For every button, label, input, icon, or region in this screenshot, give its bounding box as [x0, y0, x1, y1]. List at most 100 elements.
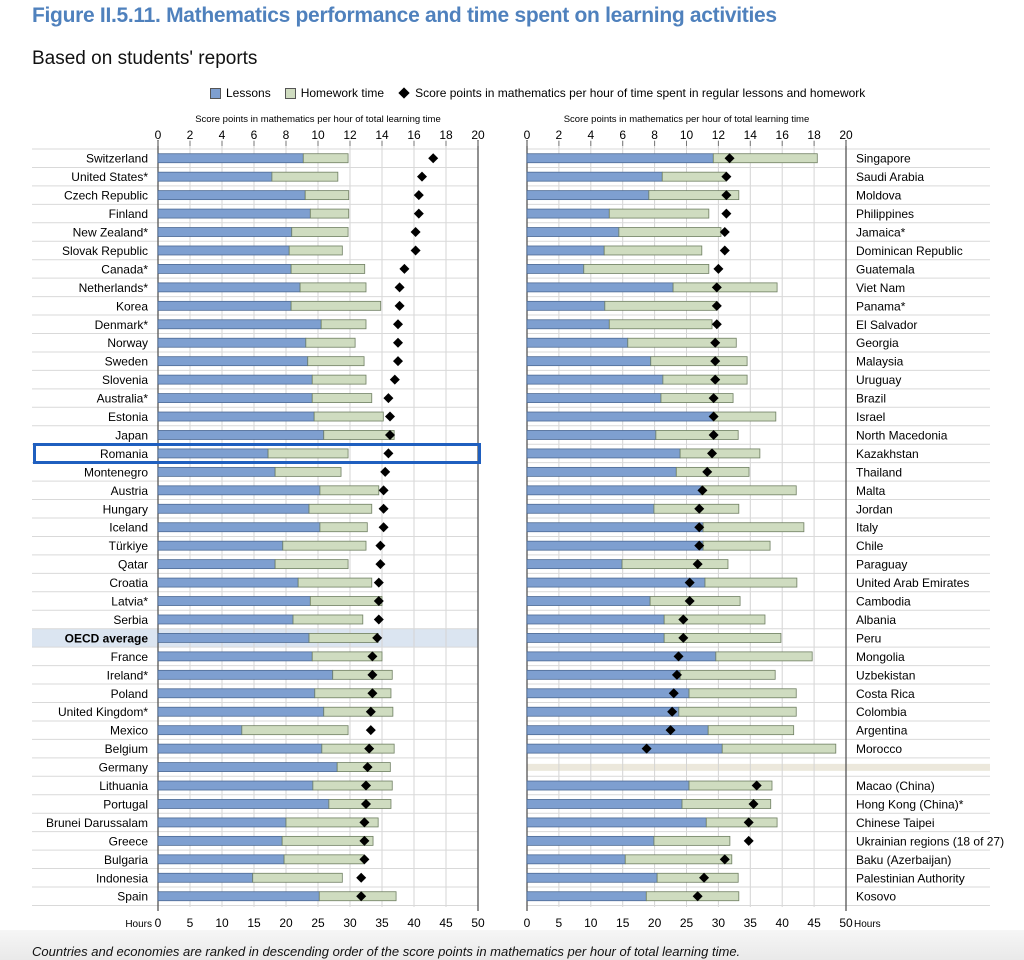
- left-top-tick-label: 2: [187, 128, 194, 142]
- score-diamond: [399, 263, 410, 274]
- bar-lessons: [157, 651, 313, 662]
- bar-homework: [309, 596, 383, 606]
- legend-item-lessons: Lessons: [210, 86, 271, 100]
- bar-lessons: [526, 485, 702, 496]
- score-diamond: [692, 559, 703, 570]
- category-label: El Salvador: [856, 318, 917, 332]
- score-diamond: [394, 282, 405, 293]
- category-label: Philippines: [856, 207, 914, 221]
- score-diamond: [383, 393, 394, 404]
- bar-homework: [704, 577, 798, 588]
- left-top-tick-label: 4: [219, 128, 226, 142]
- bar-lessons: [526, 411, 714, 422]
- left-top-tick-label: 10: [311, 128, 325, 142]
- bar-lessons: [526, 743, 723, 754]
- bar-lessons: [157, 762, 338, 772]
- score-diamond: [367, 688, 378, 699]
- category-label: Georgia: [856, 336, 899, 350]
- right-top-tick-label: 20: [839, 128, 853, 142]
- bar-lessons: [526, 245, 605, 256]
- bar-homework: [604, 300, 718, 311]
- bar-homework: [274, 466, 342, 477]
- bar-lessons: [526, 319, 610, 330]
- bar-homework: [288, 245, 343, 256]
- bar-homework: [679, 448, 761, 459]
- bar-lessons: [526, 227, 620, 237]
- left-bottom-tick-label: 30: [343, 916, 357, 930]
- score-diamond: [678, 632, 689, 643]
- right-bottom-axis-title: Hours: [854, 919, 881, 930]
- bar-lessons: [157, 540, 284, 551]
- bar-lessons: [526, 835, 655, 846]
- category-label: Portugal: [103, 797, 148, 811]
- left-bottom-tick-label: 25: [311, 916, 325, 930]
- category-label: Austria: [111, 484, 149, 498]
- bar-lessons: [157, 706, 325, 717]
- bar-lessons: [526, 208, 610, 219]
- bar-lessons: [526, 466, 677, 477]
- bar-homework: [252, 872, 343, 883]
- bar-homework: [705, 817, 778, 828]
- bar-homework: [712, 411, 777, 422]
- category-label: Qatar: [118, 558, 148, 572]
- bar-homework: [332, 669, 393, 680]
- bar-homework: [281, 835, 374, 846]
- category-label: Bulgaria: [104, 853, 148, 867]
- score-diamond: [394, 300, 405, 311]
- score-diamond: [385, 429, 395, 440]
- category-label: Saudi Arabia: [856, 170, 924, 184]
- category-label: Germany: [99, 761, 148, 775]
- score-diamond: [719, 854, 730, 865]
- category-label: Costa Rica: [856, 687, 915, 701]
- bar-lessons: [526, 688, 690, 699]
- bar-lessons: [157, 153, 304, 164]
- footer-band: [0, 930, 1024, 960]
- category-label: Latvia*: [111, 595, 148, 609]
- score-diamond: [665, 725, 676, 736]
- bar-homework: [305, 337, 356, 348]
- score-diamond: [713, 263, 724, 274]
- bar-lessons: [157, 430, 325, 440]
- bar-lessons: [526, 854, 626, 865]
- bar-homework: [662, 374, 748, 385]
- left-top-tick-label: 14: [375, 128, 389, 142]
- bar-lessons: [157, 559, 276, 570]
- left-bottom-tick-label: 20: [279, 916, 293, 930]
- left-bottom-tick-label: 5: [187, 916, 194, 930]
- category-label: Canada*: [101, 262, 148, 276]
- bar-lessons: [526, 337, 629, 348]
- category-label: Paraguay: [856, 558, 907, 572]
- bar-lessons: [157, 577, 299, 588]
- score-diamond: [699, 872, 710, 883]
- bar-lessons: [157, 688, 316, 699]
- score-diamond: [710, 356, 721, 367]
- score-diamond: [367, 669, 378, 680]
- right-top-tick-label: 16: [776, 128, 790, 142]
- bar-lessons: [157, 891, 320, 902]
- right-bottom-tick-label: 10: [584, 916, 598, 930]
- bar-lessons: [157, 393, 313, 403]
- bar-homework: [292, 614, 364, 625]
- category-label: United States*: [71, 170, 148, 184]
- bar-homework: [663, 633, 782, 643]
- bar-homework: [700, 485, 797, 496]
- score-diamond: [373, 614, 384, 625]
- bar-lessons: [526, 374, 664, 385]
- category-label: Finland: [109, 207, 148, 221]
- bar-homework: [645, 891, 740, 902]
- category-label: Slovenia: [102, 373, 148, 387]
- bar-homework: [319, 522, 368, 533]
- bar-lessons: [157, 835, 283, 846]
- score-diamond: [711, 282, 722, 293]
- bar-lessons: [526, 780, 690, 791]
- category-label: Singapore: [856, 152, 911, 166]
- bar-homework: [307, 356, 365, 367]
- left-top-tick-label: 16: [407, 128, 421, 142]
- score-diamond: [694, 503, 705, 514]
- bar-homework: [308, 633, 379, 643]
- bar-homework: [314, 688, 392, 699]
- bar-homework: [311, 374, 367, 385]
- score-diamond: [710, 374, 721, 385]
- category-label: Kazakhstan: [856, 447, 919, 461]
- bar-homework: [304, 190, 350, 201]
